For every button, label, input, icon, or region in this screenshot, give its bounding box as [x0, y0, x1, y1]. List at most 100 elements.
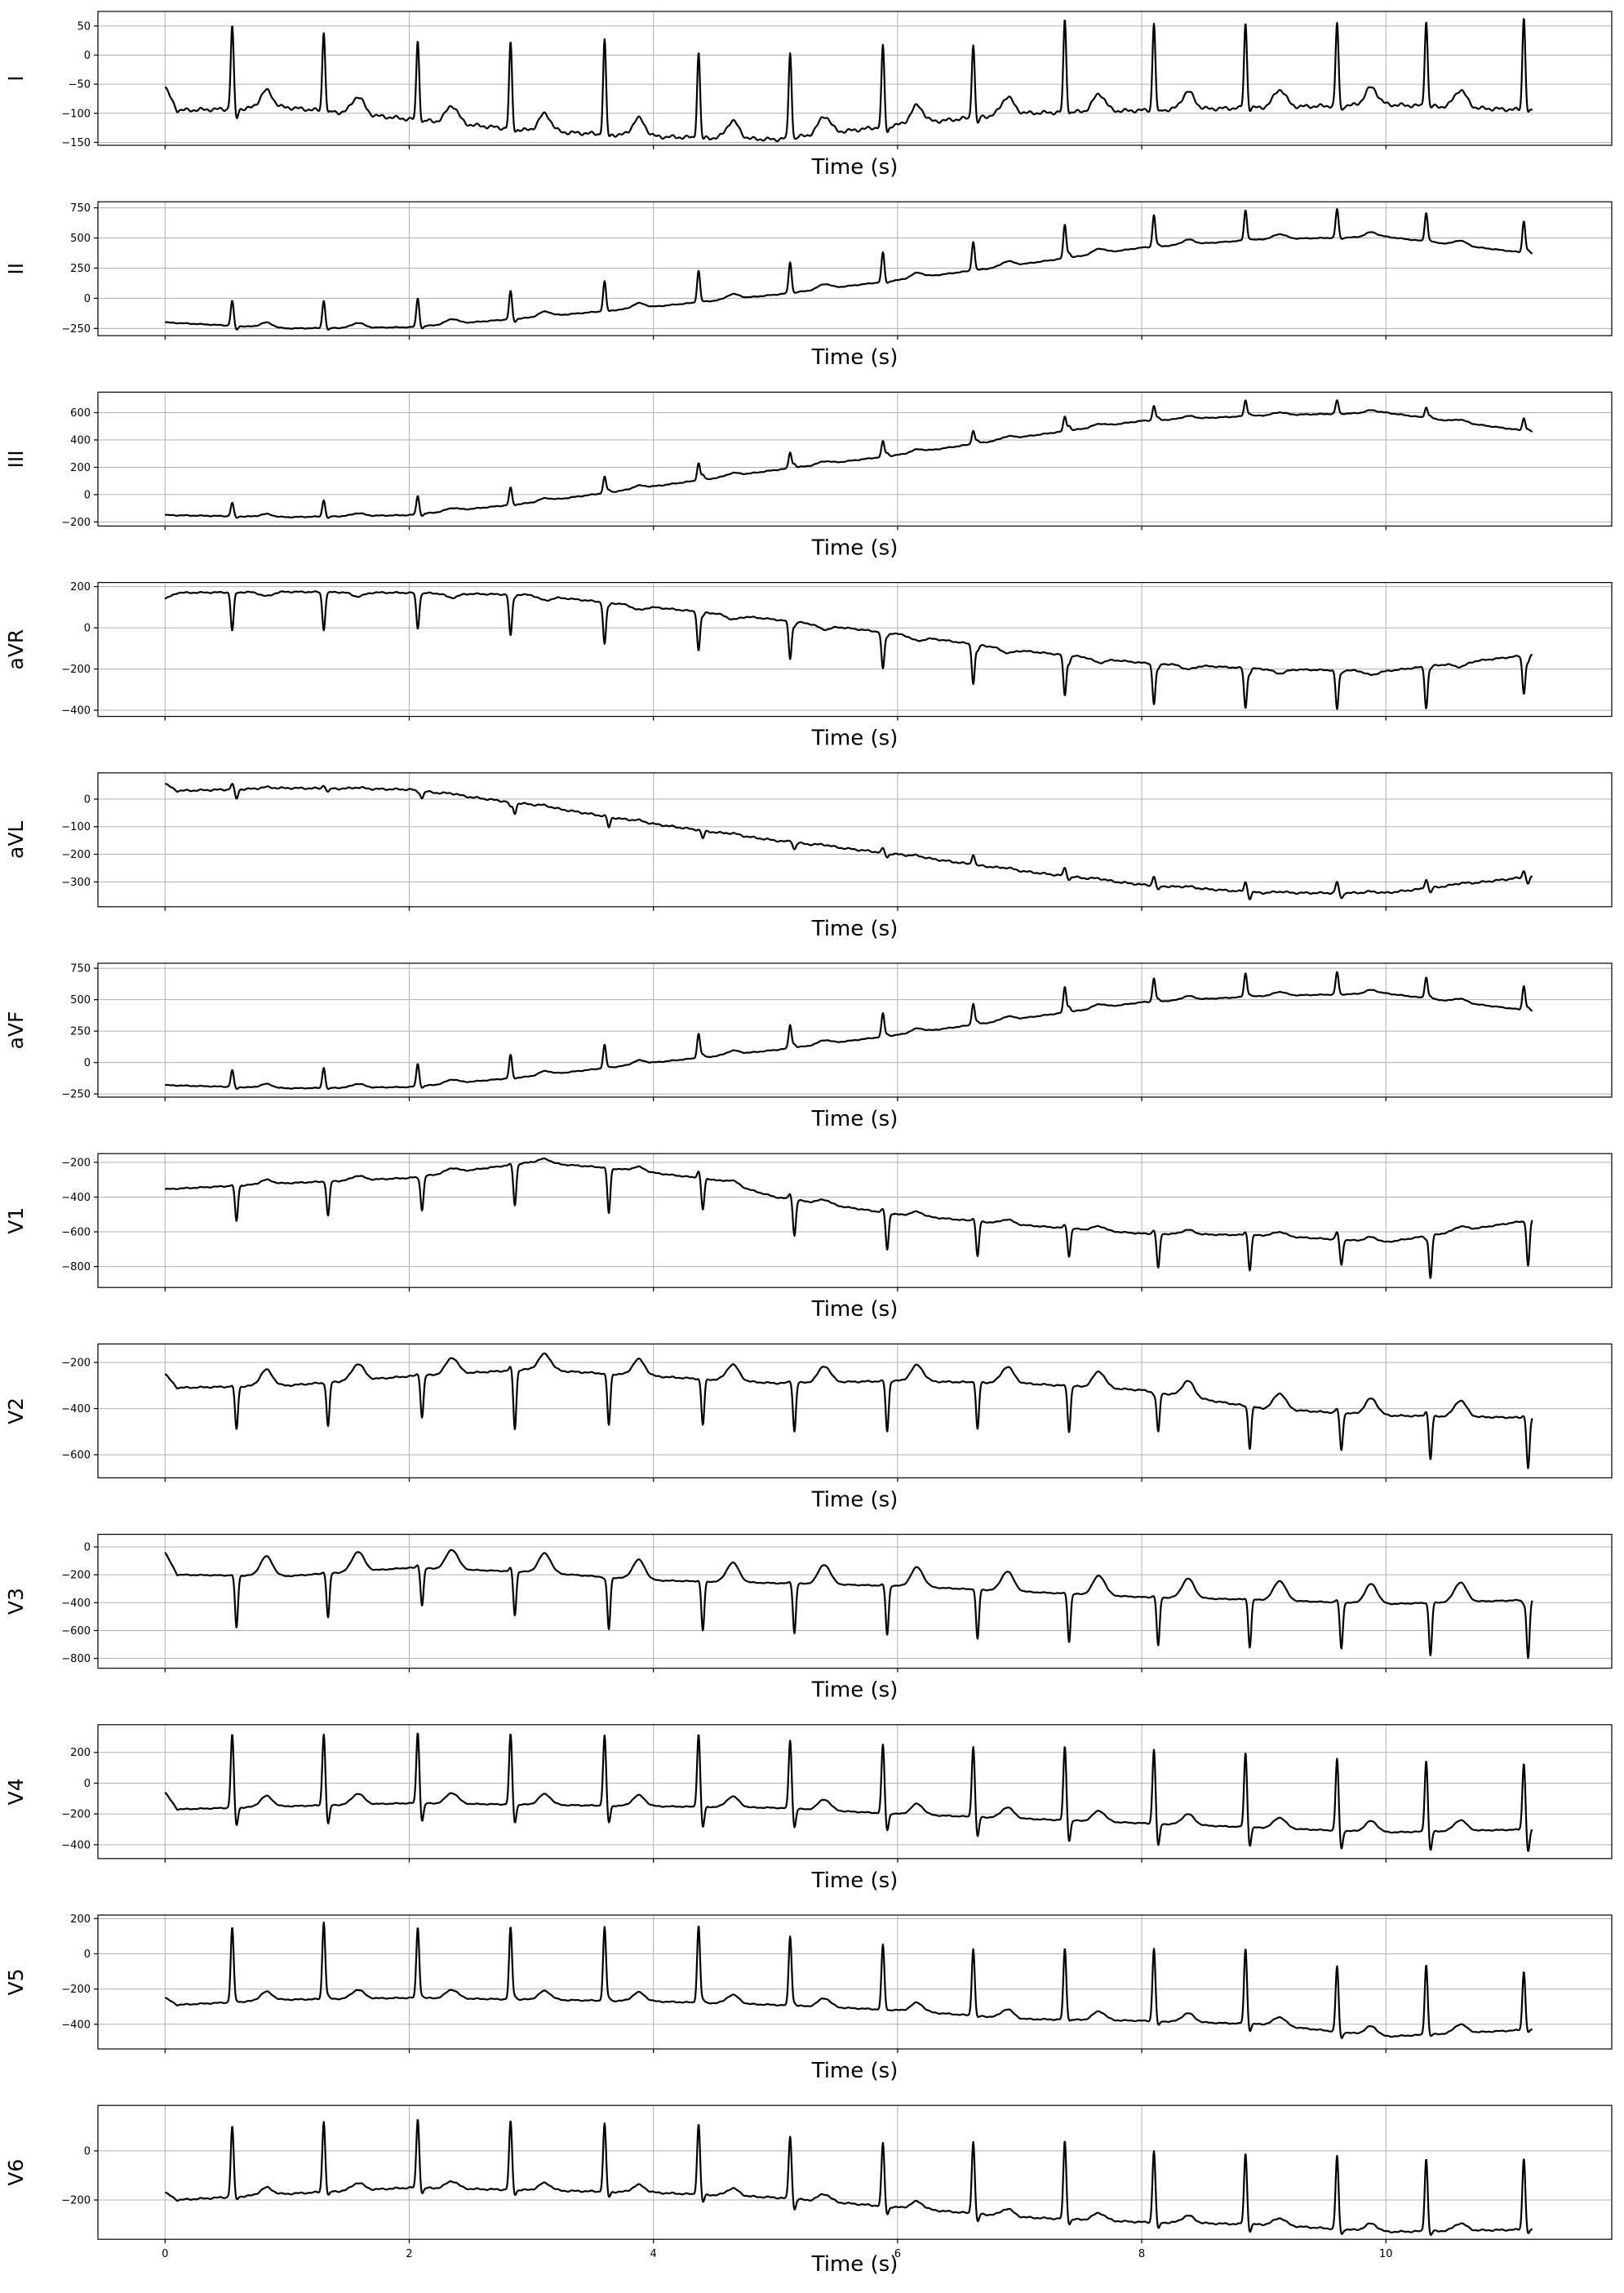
y-tick-label: 0: [84, 1541, 91, 1553]
ecg-trace-V6: [164, 2118, 1533, 2237]
lead-panel-aVF: 750 500 250 0 −250 Time (s) aVF: [4, 962, 1613, 1131]
x-axis-label: Time (s): [811, 2059, 899, 2083]
plot-frame: [97, 1153, 1613, 1288]
y-tick-label: 0: [84, 1057, 91, 1069]
x-axis-label: Time (s): [811, 1869, 899, 1893]
y-tick-label: 500: [70, 994, 91, 1007]
ecg-trace-I: [164, 18, 1533, 143]
y-tick-label: −800: [61, 1261, 91, 1273]
ecg-trace-II: [164, 207, 1533, 331]
y-tick-label: −400: [61, 1192, 91, 1204]
x-axis-label: Time (s): [811, 1487, 899, 1512]
x-tick-label: 0: [162, 2248, 168, 2260]
plot-frame: [97, 962, 1613, 1098]
y-tick-label: −300: [61, 877, 91, 889]
plot-frame: [97, 201, 1613, 336]
y-tick-label: 0: [84, 489, 91, 501]
lead-label: V4: [4, 1778, 28, 1805]
y-tick-label: 200: [70, 1747, 91, 1759]
y-tick-label: −100: [61, 108, 91, 120]
ecg-trace-V2: [164, 1352, 1533, 1469]
y-tick-label: 0: [84, 1949, 91, 1961]
lead-panel-V1: −200 −400 −600 −800 Time (s) V1: [4, 1153, 1613, 1322]
y-tick-label: 600: [70, 407, 91, 420]
lead-panel-III: 600 400 200 0 −200 Time (s) III: [4, 391, 1613, 560]
y-tick-label: −400: [61, 705, 91, 718]
y-tick-label: −200: [61, 517, 91, 529]
lead-label: V5: [4, 1968, 28, 1995]
lead-label: III: [4, 450, 28, 468]
y-tick-label: −600: [61, 1227, 91, 1239]
ecg-trace-V1: [164, 1157, 1533, 1279]
y-tick-label: 0: [84, 293, 91, 305]
lead-panel-aVR: 200 0 −200 −400 Time (s) aVR: [4, 581, 1613, 751]
ecg-trace-aVL: [164, 783, 1533, 900]
lead-panel-II: 750 500 250 0 −250 Time (s) II: [4, 201, 1613, 370]
x-tick-label: 6: [894, 2248, 901, 2260]
plot-frame: [97, 11, 1613, 146]
x-tick-label: 10: [1379, 2248, 1393, 2260]
lead-label: V3: [4, 1588, 28, 1615]
x-axis-label: Time (s): [811, 1107, 899, 1131]
y-tick-label: 400: [70, 434, 91, 447]
y-tick-label: 0: [84, 2145, 91, 2157]
x-tick-label: 4: [650, 2248, 657, 2260]
y-tick-label: 250: [70, 263, 91, 275]
y-tick-label: −150: [61, 137, 91, 149]
y-tick-label: −100: [61, 821, 91, 833]
y-tick-label: −400: [61, 1839, 91, 1851]
y-tick-label: −600: [61, 1450, 91, 1462]
y-tick-label: −250: [61, 1089, 91, 1101]
y-tick-label: 250: [70, 1026, 91, 1038]
ecg-trace-V5: [164, 1921, 1533, 2039]
lead-panel-V6: 0 −200 0 2 4 6 8 10 Time (s) V6: [4, 2104, 1613, 2277]
y-tick-label: −200: [61, 849, 91, 861]
x-axis-label: Time (s): [811, 345, 899, 370]
y-tick-label: −200: [61, 1358, 91, 1370]
y-tick-label: 750: [70, 963, 91, 975]
y-tick-label: 0: [84, 623, 91, 635]
ecg-trace-V3: [164, 1549, 1533, 1660]
lead-label: II: [4, 263, 28, 275]
y-tick-label: 0: [84, 1778, 91, 1790]
x-axis-label: Time (s): [811, 1678, 899, 1703]
lead-label: I: [4, 75, 28, 81]
lead-label: aVF: [4, 1011, 28, 1050]
y-tick-label: 200: [70, 1913, 91, 1926]
x-axis-label: Time (s): [811, 155, 899, 180]
plot-frame: [97, 1724, 1613, 1860]
lead-panel-aVL: 0 −100 −200 −300 Time (s) aVL: [4, 772, 1613, 941]
ecg-trace-III: [164, 399, 1533, 519]
y-tick-label: −250: [61, 323, 91, 336]
x-tick-label: 8: [1138, 2248, 1145, 2260]
lead-label: aVR: [4, 629, 28, 670]
y-tick-label: −400: [61, 1598, 91, 1610]
plot-frame: [97, 391, 1613, 527]
y-tick-label: −50: [69, 79, 91, 91]
x-axis-label: Time (s): [811, 535, 899, 560]
plot-frame: [97, 1914, 1613, 2050]
y-tick-label: 50: [77, 20, 91, 33]
lead-label: V1: [4, 1207, 28, 1234]
y-tick-label: −200: [61, 1157, 91, 1169]
y-tick-label: −200: [61, 1809, 91, 1821]
ecg-trace-aVF: [164, 971, 1533, 1091]
y-tick-label: −200: [61, 2195, 91, 2207]
y-tick-label: −600: [61, 1625, 91, 1638]
y-tick-label: 0: [84, 793, 91, 806]
plot-frame: [97, 772, 1613, 908]
x-axis-label: Time (s): [811, 917, 899, 941]
lead-label: V6: [4, 2159, 28, 2186]
y-tick-label: 500: [70, 233, 91, 245]
y-tick-label: −800: [61, 1653, 91, 1665]
plot-frame: [97, 2104, 1613, 2240]
y-tick-label: 750: [70, 202, 91, 215]
x-tick-label: 2: [406, 2248, 412, 2260]
x-axis-label: Time (s): [811, 2252, 899, 2277]
ecg-trace-V4: [164, 1732, 1533, 1852]
lead-panel-V5: 200 0 −200 −400 Time (s) V5: [4, 1913, 1613, 2083]
lead-panel-I: 50 0 −50 −100 −150 Time (s) I: [4, 11, 1613, 180]
lead-panel-V2: −200 −400 −600 Time (s) V2: [4, 1343, 1613, 1512]
